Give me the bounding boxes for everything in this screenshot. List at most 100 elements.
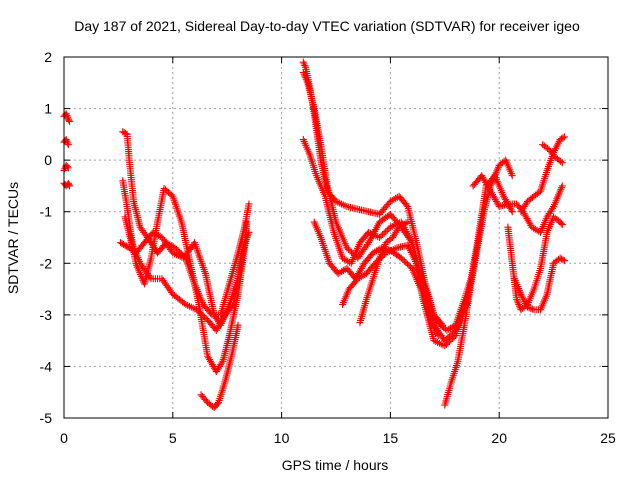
data-point: [557, 185, 565, 193]
data-point: [64, 141, 72, 149]
x-tick-label: 0: [60, 430, 68, 446]
data-point: [122, 242, 130, 250]
data-point: [447, 336, 455, 344]
data-point: [523, 303, 531, 311]
series-s6: [119, 177, 251, 376]
data-point: [346, 247, 354, 255]
data-point: [444, 339, 452, 347]
x-tick-label: 10: [274, 430, 290, 446]
data-point: [234, 321, 242, 329]
data-point: [434, 331, 442, 339]
chart-title: Day 187 of 2021, Sidereal Day-to-day VTE…: [74, 18, 580, 34]
data-point: [377, 232, 385, 240]
data-point: [449, 334, 457, 342]
data-point: [558, 135, 566, 143]
data-point: [228, 302, 236, 310]
data-point: [303, 77, 311, 85]
data-point: [302, 74, 310, 82]
data-point: [64, 113, 72, 121]
series-s2: [60, 136, 72, 149]
data-point: [402, 219, 410, 227]
data-point: [557, 157, 565, 165]
data-point: [508, 208, 516, 216]
data-point: [64, 164, 72, 172]
data-point: [558, 182, 566, 190]
series-s14: [339, 241, 447, 329]
data-point: [213, 400, 221, 408]
data-point: [382, 228, 390, 236]
data-point: [245, 200, 253, 208]
data-point: [403, 201, 411, 209]
data-point: [65, 117, 73, 125]
data-point: [441, 342, 449, 350]
y-tick-label: -1: [40, 204, 53, 220]
data-point: [343, 244, 351, 252]
data-point: [118, 240, 126, 248]
data-point: [301, 72, 309, 80]
y-tick-label: -3: [40, 307, 53, 323]
data-point: [344, 245, 352, 253]
x-tick-label: 15: [383, 430, 399, 446]
data-point: [243, 218, 251, 226]
data-point: [514, 299, 522, 307]
x-axis-label: GPS time / hours: [282, 457, 389, 473]
data-point: [194, 307, 202, 315]
y-tick-label: 0: [44, 152, 52, 168]
series-s17: [469, 172, 566, 236]
data-point: [442, 340, 450, 348]
data-point: [402, 259, 410, 267]
x-tick-label: 20: [491, 430, 507, 446]
data-point: [558, 255, 566, 263]
data-point: [508, 172, 516, 180]
data-point: [437, 320, 445, 328]
data-point: [560, 257, 568, 265]
data-point: [556, 136, 564, 144]
y-tick-label: 2: [44, 49, 52, 65]
data-point: [380, 229, 388, 237]
data-point: [299, 58, 307, 66]
data-point: [507, 206, 515, 214]
data-point: [559, 134, 567, 142]
data-markers: [60, 58, 568, 412]
data-point: [117, 239, 125, 247]
data-point: [549, 204, 557, 212]
data-point: [63, 111, 71, 119]
plot-frame: [63, 56, 609, 419]
data-point: [513, 297, 521, 305]
data-point: [63, 137, 71, 145]
data-point: [363, 240, 371, 248]
data-point: [528, 305, 536, 313]
y-tick-label: -2: [40, 255, 53, 271]
data-point: [122, 129, 130, 137]
data-point: [199, 312, 207, 320]
data-point: [525, 304, 533, 312]
data-point: [218, 359, 226, 367]
data-point: [119, 128, 127, 136]
data-point: [445, 337, 453, 345]
data-point: [244, 230, 252, 238]
data-point: [193, 306, 201, 314]
y-axis-label: SDTVAR / TECUs: [5, 182, 21, 294]
data-point: [558, 184, 566, 192]
data-point: [439, 321, 447, 329]
data-point: [201, 313, 209, 321]
data-point: [120, 129, 128, 137]
data-point: [119, 240, 127, 248]
data-point: [300, 60, 308, 68]
data-point: [299, 68, 307, 76]
data-point: [527, 304, 535, 312]
data-point: [65, 182, 73, 190]
data-point: [400, 257, 408, 265]
x-tick-label: 5: [169, 430, 177, 446]
data-point: [196, 309, 204, 317]
data-point: [376, 234, 384, 241]
y-tick-label: -5: [40, 410, 53, 426]
data-point: [399, 256, 407, 264]
series-s19: [510, 254, 568, 314]
data-point: [301, 62, 309, 70]
data-point: [559, 256, 567, 264]
series-s16: [441, 156, 516, 409]
data-point: [397, 254, 405, 262]
data-point: [405, 261, 413, 269]
